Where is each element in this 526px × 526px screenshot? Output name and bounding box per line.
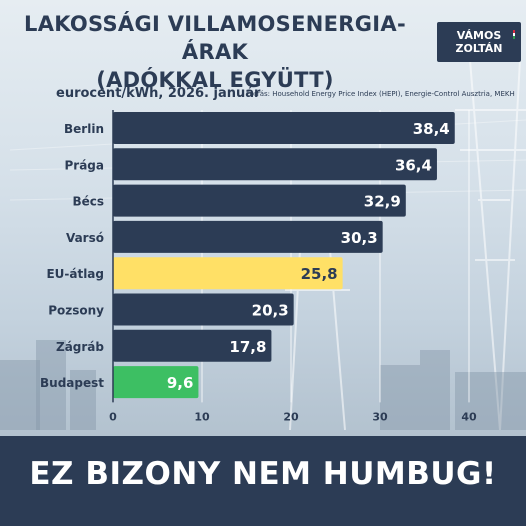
category-label: Varsó [66, 231, 104, 245]
bar [113, 293, 294, 326]
x-tick-label: 10 [194, 410, 210, 423]
category-label: Bécs [72, 195, 104, 209]
source-note: Forrás: Household Energy Price Index (HE… [246, 90, 515, 98]
bar [113, 220, 383, 253]
logo-line-2: ZOLTÁN [455, 42, 503, 55]
bar [113, 148, 437, 181]
bar [113, 184, 406, 217]
title-line-1: LAKOSSÁGI VILLAMOSENERGIA-ÁRAK [24, 12, 406, 64]
data-label: 25,8 [301, 265, 338, 283]
background-pylons [0, 340, 526, 430]
author-logo: VÁMOS ZOLTÁN [437, 22, 521, 62]
footer-band [0, 436, 526, 526]
footer-slogan: EZ BIZONY NEM HUMBUG! [29, 456, 497, 492]
bar [113, 112, 455, 144]
bar [113, 329, 272, 362]
page-title: LAKOSSÁGI VILLAMOSENERGIA-ÁRAK (ADÓKKAL … [10, 10, 420, 94]
x-tick-label: 40 [461, 410, 477, 423]
category-label: Pozsony [48, 304, 104, 318]
bar-chart: Berlin 38,4 Prága 36,4 Bécs 32,9 Varsó 30,3 EU-á… [40, 110, 477, 423]
unit-label: eurocent/kWh, 2026. január [56, 86, 261, 101]
data-label: 36,4 [395, 156, 432, 174]
bar [113, 257, 343, 290]
data-label: 9,6 [167, 374, 194, 392]
category-label: EU-átlag [46, 267, 104, 281]
category-label: Berlin [64, 122, 104, 136]
bar [113, 366, 199, 399]
data-label: 17,8 [229, 338, 266, 356]
x-tick-label: 20 [283, 410, 299, 423]
title-line-2: (ADÓKKAL EGYÜTT) [96, 68, 334, 92]
data-label: 30,3 [341, 229, 378, 247]
category-label: Prága [65, 158, 105, 172]
hungarian-flag-icon [513, 30, 515, 39]
category-label: Budapest [40, 376, 104, 390]
data-label: 38,4 [413, 120, 450, 138]
data-label: 32,9 [364, 193, 401, 211]
x-tick-label: 30 [372, 410, 388, 423]
category-label: Zágráb [56, 340, 104, 354]
data-label: 20,3 [252, 302, 289, 320]
logo-line-1: VÁMOS [456, 29, 502, 42]
x-tick-label: 0 [109, 410, 117, 423]
